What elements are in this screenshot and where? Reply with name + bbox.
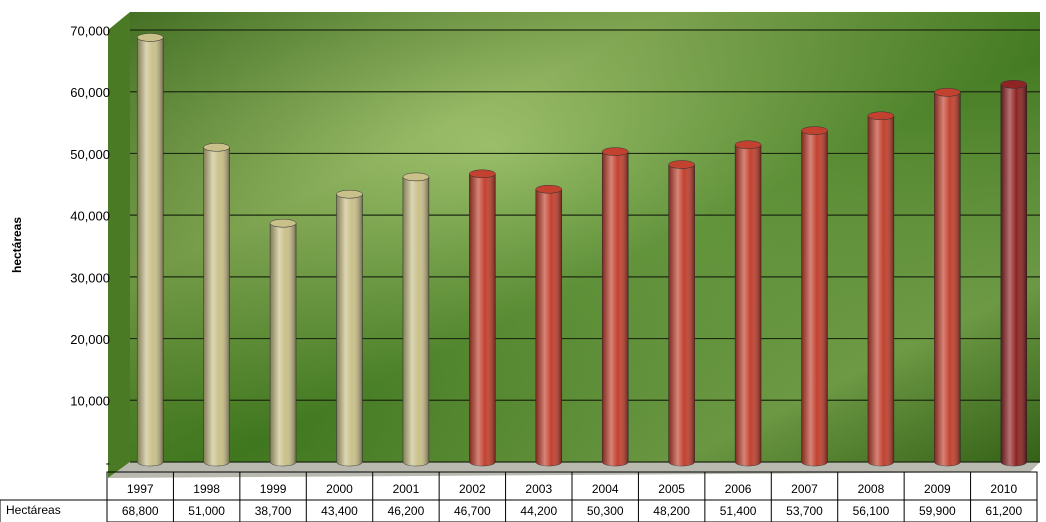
bar-cap: [1000, 80, 1028, 89]
x-tick-label: 2000: [326, 482, 353, 496]
y-tick-label: 70,000: [70, 23, 110, 38]
bar-shading: [270, 223, 297, 466]
x-tick-label: 1999: [260, 482, 287, 496]
x-tick-label: 2005: [658, 482, 685, 496]
y-tick-label: 40,000: [70, 209, 110, 224]
bar-cap: [934, 88, 961, 97]
value-label: 46,700: [454, 504, 491, 518]
x-tick-label: 2009: [924, 482, 951, 496]
y-tick-label: 60,000: [70, 85, 110, 100]
value-label: 56,100: [853, 504, 890, 518]
bar-cap: [203, 143, 230, 152]
bar-cap: [402, 172, 430, 182]
bar-cap: [269, 218, 297, 228]
bar-cap: [867, 111, 895, 121]
y-tick-label: 10,000: [70, 394, 110, 409]
bar-cap: [336, 189, 363, 199]
bar-shading: [867, 115, 894, 466]
y-tick-label: -: [106, 455, 110, 470]
bar-shading: [1000, 84, 1027, 467]
bar-shading: [735, 144, 762, 466]
bar-cap: [801, 126, 828, 135]
value-label: 38,700: [255, 504, 292, 518]
value-label: 48,200: [653, 504, 690, 518]
value-label: 44,200: [520, 504, 557, 518]
bar-shading: [535, 189, 562, 467]
x-tick-label: 2002: [459, 482, 486, 496]
bar-shading: [469, 173, 496, 466]
bar-cap: [136, 33, 164, 42]
bar-shading: [402, 176, 429, 466]
value-label: 61,200: [985, 504, 1022, 518]
value-label: 51,400: [720, 504, 757, 518]
y-tick-label: 50,000: [70, 147, 110, 162]
bar-shading: [801, 130, 828, 466]
bar-shading: [934, 92, 961, 467]
table-row-label: Hectáreas: [6, 503, 61, 517]
floor: [108, 462, 1040, 478]
x-tick-label: 2008: [858, 482, 885, 496]
value-label: 50,300: [587, 504, 624, 518]
value-label: 59,900: [919, 504, 956, 518]
x-tick-label: 2010: [990, 482, 1017, 496]
plot-texture: [130, 12, 1040, 462]
x-tick-label: 2006: [725, 482, 752, 496]
x-tick-label: 2003: [525, 482, 552, 496]
bar-cap: [601, 147, 629, 156]
x-tick-label: 2007: [791, 482, 818, 496]
bar-shading: [137, 37, 164, 467]
value-label: 68,800: [122, 504, 159, 518]
bar-cap: [469, 169, 496, 179]
value-label: 46,200: [388, 504, 425, 518]
y-tick-label: 30,000: [70, 270, 110, 285]
bar-cap: [535, 184, 563, 194]
value-label: 43,400: [321, 504, 358, 518]
value-label: 51,000: [188, 504, 225, 518]
bar-shading: [336, 194, 363, 466]
x-tick-label: 2004: [592, 482, 619, 496]
value-label: 53,700: [786, 504, 823, 518]
bar-shading: [602, 151, 629, 466]
x-tick-label: 1998: [193, 482, 220, 496]
bar-cap: [668, 160, 695, 169]
data-table: Hectáreas 1997 68,800 1998 51,000 1999 38,700…: [0, 471, 1038, 522]
bar-cap: [734, 140, 762, 150]
bar-shading: [203, 147, 230, 466]
bar-shading: [668, 164, 695, 466]
x-tick-label: 1997: [127, 482, 154, 496]
y-tick-label: 20,000: [70, 332, 110, 347]
x-tick-label: 2001: [393, 482, 420, 496]
y-axis-label: hectáreas: [10, 217, 24, 273]
